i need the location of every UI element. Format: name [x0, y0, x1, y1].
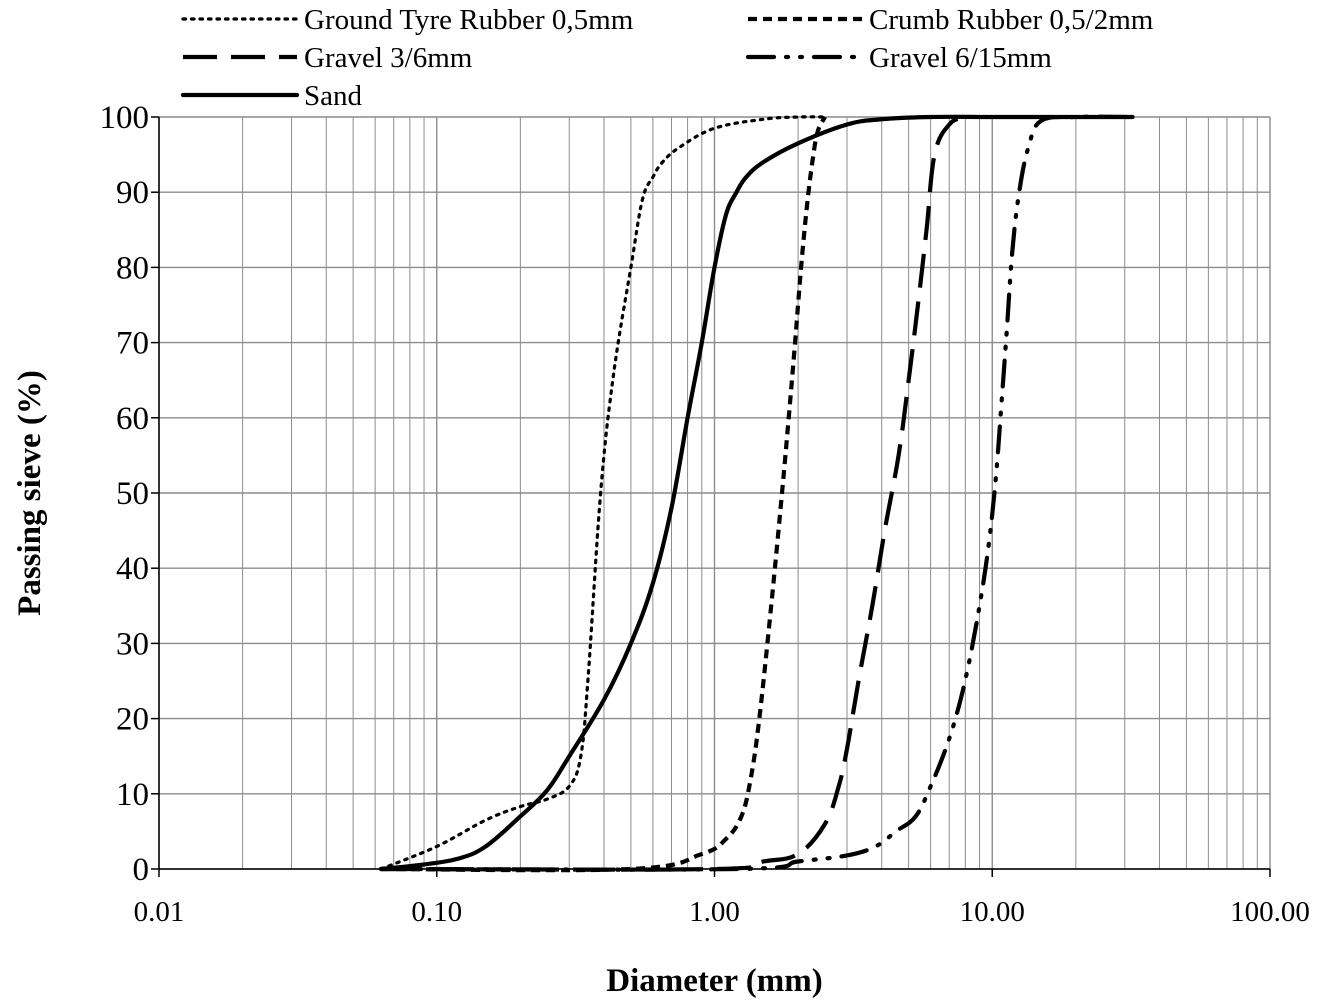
y-tick-label: 80 — [116, 250, 149, 286]
series-line-2 — [381, 115, 967, 872]
legend-label-0: Ground Tyre Rubber 0,5mm — [304, 4, 634, 36]
y-tick-label: 50 — [116, 476, 149, 512]
legend: Ground Tyre Rubber 0,5mm Crumb Rubber 0,5… — [180, 4, 1154, 112]
y-tick-label: 30 — [116, 626, 149, 662]
y-tick-label: 100 — [100, 100, 150, 136]
x-tick-label: 0.01 — [134, 896, 185, 928]
axis-layer: Diameter (mm) Passing sieve (%) 0 10 20 30 4… — [12, 100, 1310, 999]
y-tick-label: 10 — [116, 777, 149, 813]
y-tick-label: 0 — [133, 852, 150, 888]
series-line-0 — [379, 115, 827, 871]
y-tick-label: 60 — [116, 401, 149, 437]
y-tick-label: 20 — [116, 702, 149, 738]
x-axis-title: Diameter (mm) — [606, 963, 823, 999]
legend-label-1: Crumb Rubber 0,5/2mm — [869, 4, 1154, 36]
x-tick-label: 100.00 — [1230, 896, 1310, 928]
grid-layer — [158, 116, 1271, 870]
series-line-1 — [381, 115, 827, 873]
series-line-3 — [378, 114, 1135, 872]
legend-label-4: Sand — [304, 80, 363, 112]
y-tick-label: 90 — [116, 175, 149, 211]
series-layer — [378, 114, 1135, 873]
y-tick-label: 40 — [116, 551, 149, 587]
x-tick-label: 1.00 — [689, 896, 740, 928]
y-axis-title: Passing sieve (%) — [12, 370, 48, 616]
x-tick-label: 0.10 — [411, 896, 462, 928]
legend-label-2: Gravel 3/6mm — [304, 42, 473, 74]
series-line-4 — [378, 114, 1135, 872]
y-tick-label: 70 — [116, 326, 149, 362]
x-tick-label: 10.00 — [960, 896, 1025, 928]
legend-label-3: Gravel 6/15mm — [869, 42, 1052, 74]
